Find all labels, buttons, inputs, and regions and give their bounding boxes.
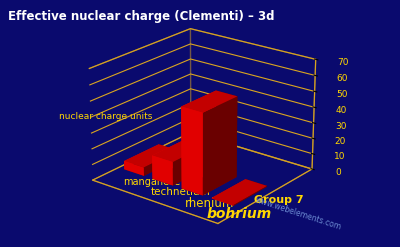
Text: Group 7: Group 7 [254,195,304,205]
Text: nuclear charge units: nuclear charge units [60,112,153,121]
Text: www.webelements.com: www.webelements.com [254,195,343,232]
Text: Effective nuclear charge (Clementi) – 3d: Effective nuclear charge (Clementi) – 3d [8,10,274,23]
